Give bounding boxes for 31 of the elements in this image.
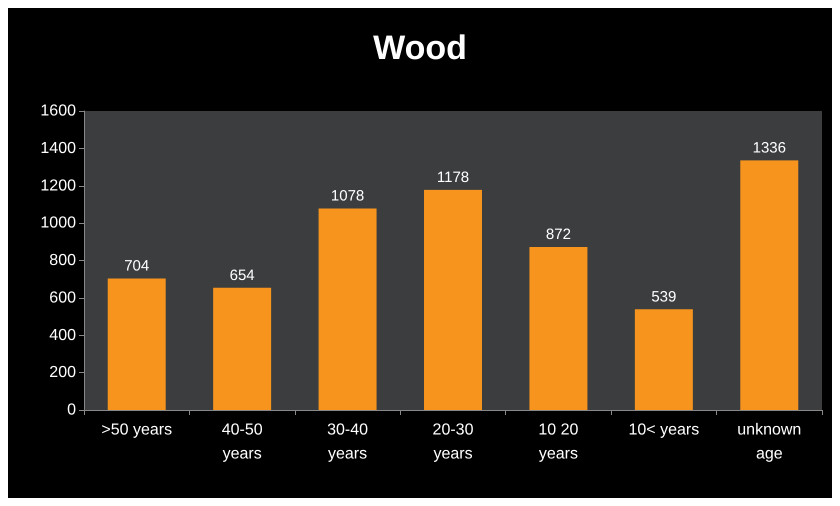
x-tick-label: 10< years [628,422,700,438]
bar [213,288,272,410]
bar [424,190,482,410]
data-label: 1178 [436,168,470,186]
y-tick-label: 400 [49,326,76,344]
bar [634,309,693,410]
y-tick-label: 600 [49,289,76,306]
x-tick-label: 40-50 years [222,422,263,462]
data-label: 872 [546,226,571,244]
data-label: 704 [124,257,150,274]
data-label: 1078 [330,188,364,205]
y-tick-label: 1000 [40,214,76,232]
data-label: 1336 [752,139,786,156]
y-tick-label: 800 [49,252,76,269]
x-tick-label: 20-30 years [432,422,474,462]
data-label: 654 [230,266,255,284]
bar [740,160,798,410]
y-tick-label: 200 [49,364,76,382]
x-tick-label: 10 20 years [538,422,579,462]
x-tick-label: unknown age [737,422,802,462]
y-tick-label: 1600 [40,102,76,120]
data-label: 539 [651,288,676,306]
y-tick-label: 1400 [40,140,76,157]
y-tick-label: 1200 [40,177,76,194]
x-tick-label: 30-40 years [327,422,368,462]
bar [529,247,588,410]
x-tick-label: >50 years [101,422,172,438]
bar [318,208,377,410]
y-tick-label: 0 [67,402,76,418]
bar [108,278,166,410]
chart-title: Wood [373,29,467,67]
